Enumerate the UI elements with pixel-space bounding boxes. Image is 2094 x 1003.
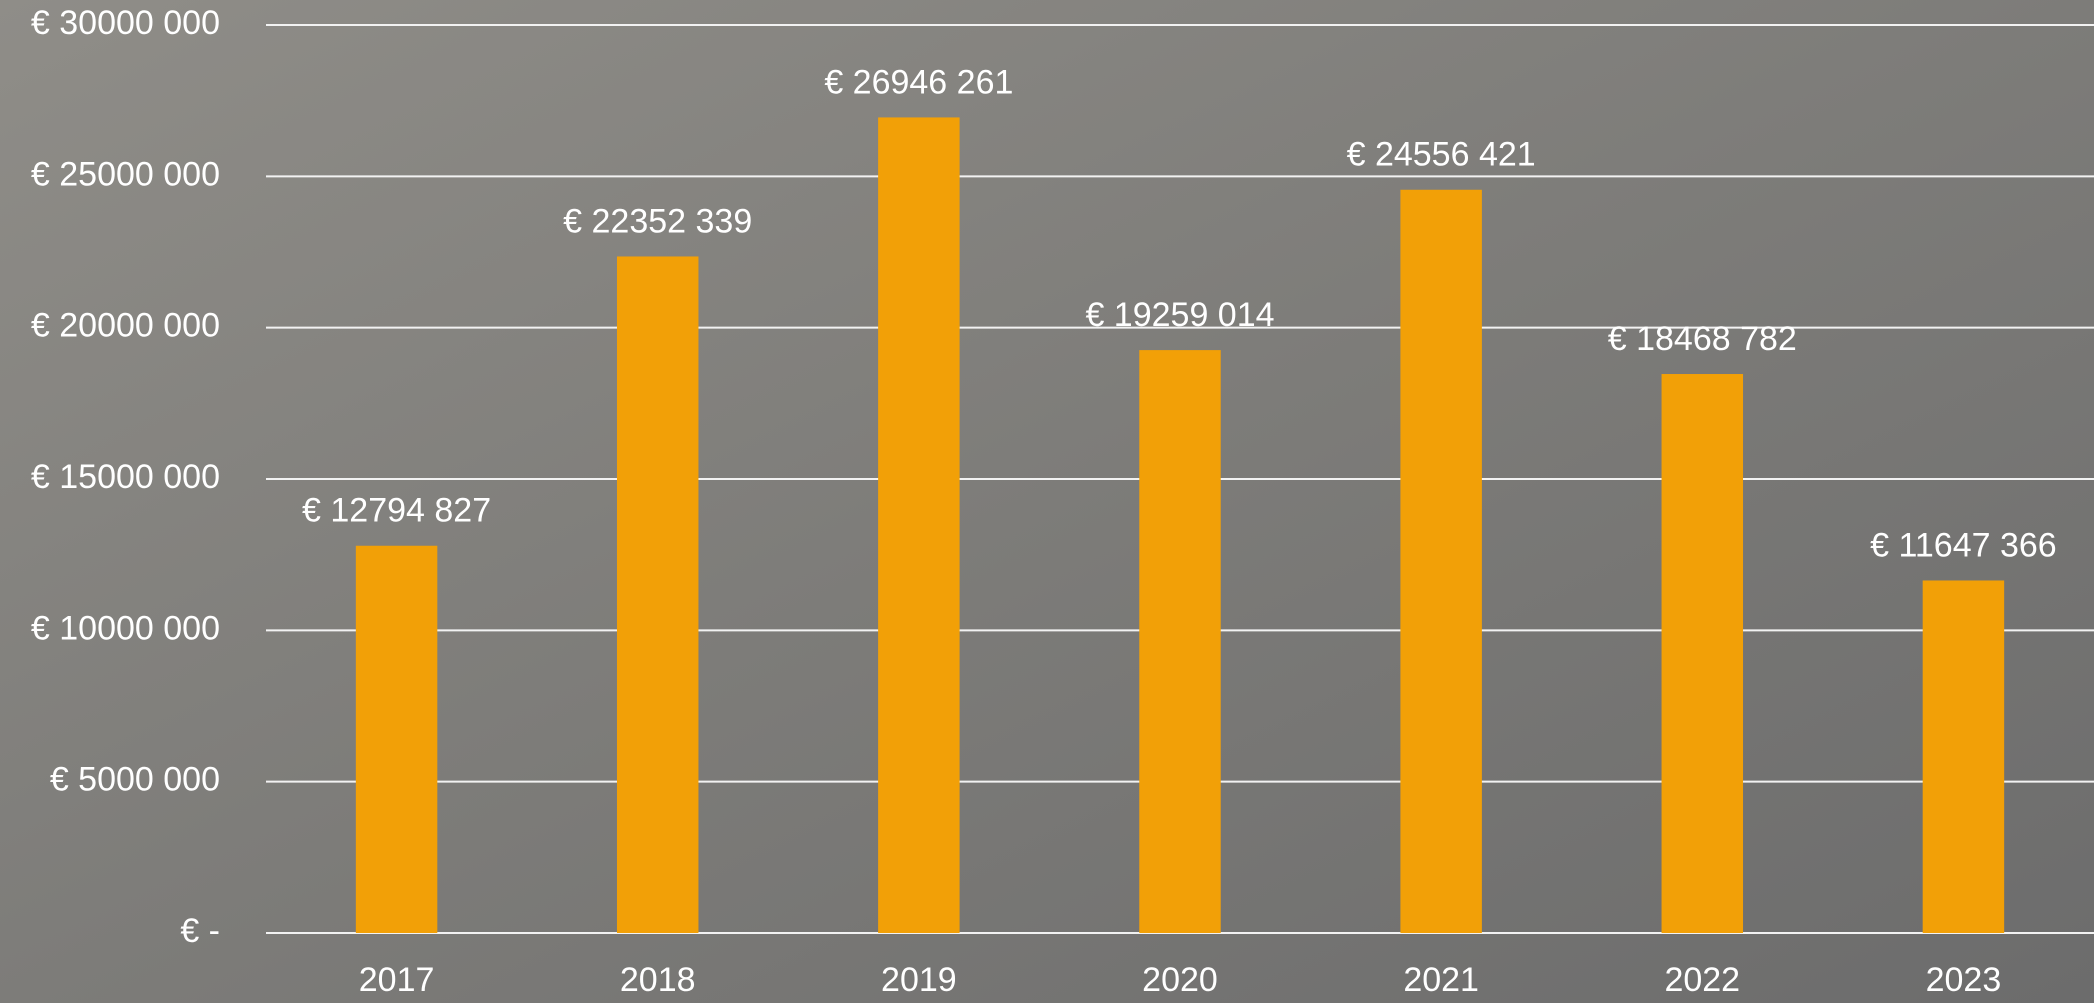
x-tick-label: 2017: [359, 961, 435, 999]
y-tick-label: € 20000 000: [31, 307, 220, 345]
bar: [1922, 580, 2005, 933]
x-tick-label: 2021: [1403, 961, 1479, 999]
bar: [1400, 189, 1482, 934]
value-label: € 11647 366: [1870, 526, 2057, 564]
x-tick-label: 2022: [1664, 961, 1740, 999]
value-label: € 26946 261: [824, 63, 1013, 101]
bar: [1661, 374, 1744, 933]
x-tick-label: 2023: [1926, 961, 2002, 999]
x-tick-label: 2019: [881, 961, 957, 999]
x-tick-label: 2018: [620, 961, 696, 999]
y-tick-label: € -: [180, 912, 220, 950]
y-tick-label: € 15000 000: [31, 458, 220, 496]
y-tick-label: € 25000 000: [31, 155, 220, 193]
bar: [616, 256, 699, 933]
value-label: € 12794 827: [302, 492, 491, 530]
bar: [878, 117, 960, 933]
bar: [1139, 350, 1221, 933]
y-tick-label: € 30000 000: [31, 4, 220, 42]
value-label: € 19259 014: [1085, 296, 1274, 334]
bar: [355, 545, 438, 933]
y-tick-label: € 10000 000: [31, 609, 220, 647]
y-tick-label: € 5000 000: [50, 761, 220, 799]
value-label: € 24556 421: [1347, 136, 1536, 174]
value-label: € 18468 782: [1608, 320, 1797, 358]
x-tick-label: 2020: [1142, 961, 1218, 999]
value-label: € 22352 339: [563, 202, 752, 240]
